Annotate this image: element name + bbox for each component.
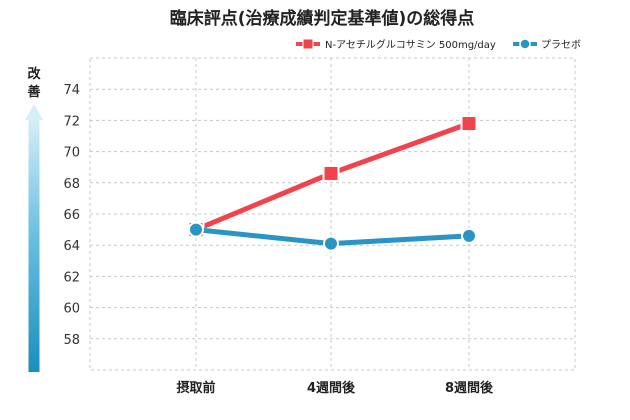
y-axis-ticks: 58 60 62 64 66 68 70 72 74 [63, 83, 80, 348]
ylabel-char-1: 改 [27, 66, 41, 82]
chart-title: 臨床評点(治療成績判定基準値)の総得点 [170, 8, 475, 29]
ylabel-char-2: 善 [27, 84, 40, 100]
plot-frame [89, 57, 576, 371]
legend-item-series-2: プラセボ [513, 38, 581, 51]
y-tick-label: 70 [63, 146, 80, 161]
y-tick-label: 64 [63, 239, 80, 254]
y-tick-label: 58 [63, 333, 80, 348]
legend-item-series-1: N-アセチルグルコサミン 500mg/day [296, 38, 496, 51]
data-series [187, 115, 478, 252]
x-tick-label: 摂取前 [176, 380, 215, 396]
legend-label-series-2: プラセボ [541, 39, 581, 51]
series-2 [188, 221, 477, 252]
y-tick-label: 72 [63, 114, 80, 129]
legend-label-series-1: N-アセチルグルコサミン 500mg/day [325, 38, 496, 51]
y-tick-label: 60 [63, 302, 80, 317]
y-tick-label: 74 [63, 83, 80, 98]
y-tick-label: 66 [63, 208, 80, 223]
data-point-square [460, 115, 478, 133]
gridlines [90, 58, 575, 370]
data-point-circle [188, 221, 204, 238]
data-point-square [322, 164, 340, 182]
legend-marker-circle [519, 38, 531, 50]
legend: N-アセチルグルコサミン 500mg/day プラセボ [296, 38, 581, 51]
x-tick-label: 8週間後 [445, 380, 494, 396]
up-arrow-icon [25, 104, 43, 120]
legend-marker-square [302, 38, 314, 50]
series-1 [187, 115, 478, 239]
y-tick-label: 68 [63, 177, 80, 192]
data-point-circle [461, 227, 477, 244]
x-tick-label: 4週間後 [307, 380, 356, 396]
data-point-circle [323, 235, 339, 252]
x-axis-ticks: 摂取前 4週間後 8週間後 [176, 380, 494, 396]
improvement-arrow-shaft [28, 119, 40, 372]
improvement-indicator: 改 善 [25, 66, 43, 372]
y-tick-label: 62 [63, 270, 80, 285]
